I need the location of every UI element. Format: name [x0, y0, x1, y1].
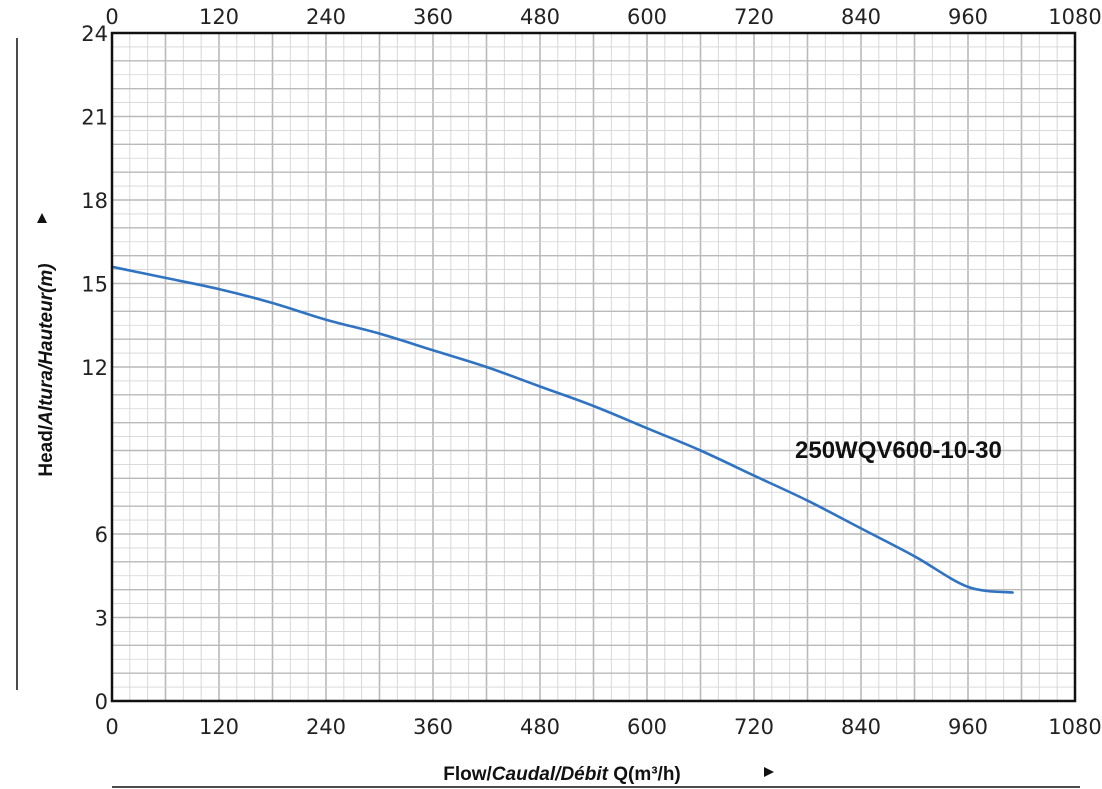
x-tick-label-top: 240	[306, 5, 346, 29]
y-tick-label: 21	[81, 106, 108, 130]
x-tick-label-top: 360	[413, 5, 453, 29]
grid	[111, 32, 1076, 702]
y-tick-label: 6	[95, 523, 108, 547]
plot-frame	[110, 31, 1077, 703]
y-axis-arrow-icon	[37, 213, 47, 223]
x-tick-label-top: 960	[948, 5, 988, 29]
y-tick-label: 15	[81, 273, 108, 297]
x-tick-label: 840	[841, 715, 881, 739]
x-tick-label-top: 120	[199, 5, 239, 29]
x-axis-title: Flow/Caudal/Débit Q(m³/h)	[443, 764, 681, 785]
x-tick-label: 120	[199, 715, 239, 739]
x-tick-labels-top: 0 120 240 360 480 600 720 840 960 1080	[105, 5, 1101, 29]
x-tick-label: 1080	[1048, 715, 1101, 739]
x-tick-label: 600	[627, 715, 667, 739]
y-tick-label: 18	[81, 189, 108, 213]
y-tick-label: 0	[95, 690, 108, 714]
x-tick-label: 480	[520, 715, 560, 739]
y-tick-labels: 0 3 6 12 15 18 21 24	[81, 22, 108, 714]
series-label: 250WQV600-10-30	[795, 437, 1002, 464]
x-tick-label: 720	[734, 715, 774, 739]
x-axis-arrow-icon	[764, 767, 774, 777]
curve-layer	[110, 265, 1014, 594]
y-tick-label: 3	[95, 607, 108, 631]
x-tick-label: 960	[948, 715, 988, 739]
x-tick-label: 360	[413, 715, 453, 739]
x-tick-label-top: 480	[520, 5, 560, 29]
x-tick-label: 240	[306, 715, 346, 739]
x-tick-label-top: 0	[105, 5, 118, 29]
x-tick-label-top: 720	[734, 5, 774, 29]
y-tick-label: 12	[81, 356, 108, 380]
y-tick-label: 24	[81, 22, 108, 46]
x-tick-label-top: 840	[841, 5, 881, 29]
x-tick-labels-bottom: 0 120 240 360 480 600 720 840 960 1080	[105, 715, 1101, 739]
series-line-250wqv600-10-30	[110, 265, 1014, 594]
x-tick-label-top: 600	[627, 5, 667, 29]
y-axis-title: Head/Altura/Hauteur(m)	[36, 263, 57, 476]
x-tick-label: 0	[105, 715, 118, 739]
x-tick-label-top: 1080	[1048, 5, 1101, 29]
